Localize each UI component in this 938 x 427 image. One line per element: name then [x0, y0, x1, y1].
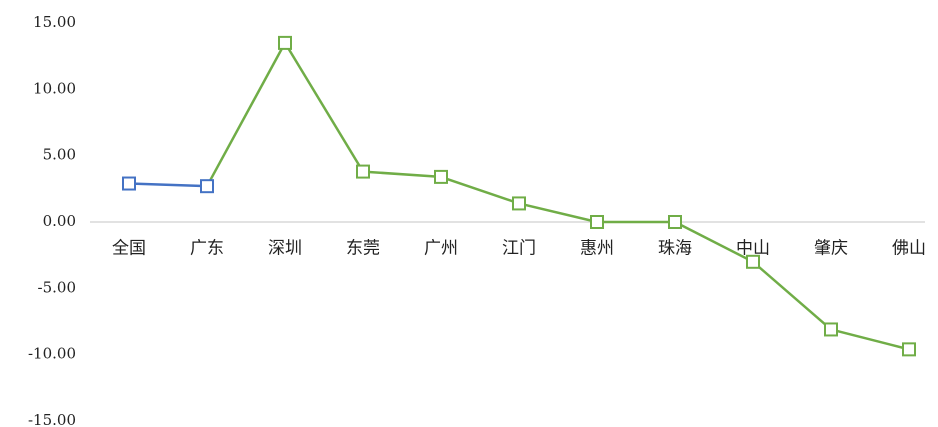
y-tick-label: -10.00 — [28, 345, 76, 363]
marker — [746, 254, 760, 269]
x-tick-label: 广东 — [190, 239, 224, 259]
x-tick-label: 佛山 — [892, 239, 926, 259]
line-segment — [518, 202, 598, 224]
line-segment — [440, 175, 520, 205]
line-segment — [128, 182, 208, 188]
marker — [902, 342, 916, 357]
x-tick-label: 江门 — [502, 239, 536, 259]
y-tick-label: 0.00 — [43, 212, 76, 230]
x-tick-label: 中山 — [736, 239, 770, 259]
marker — [590, 215, 604, 229]
marker — [512, 196, 526, 211]
line-segment — [205, 42, 287, 187]
marker — [278, 35, 292, 50]
x-tick-label: 东莞 — [346, 239, 380, 259]
y-tick-label: 5.00 — [43, 146, 76, 164]
x-tick-label: 全国 — [112, 239, 146, 259]
y-tick-label: -15.00 — [28, 411, 76, 427]
marker — [200, 179, 214, 194]
x-tick-label: 广州 — [424, 239, 458, 259]
y-tick-label: 10.00 — [33, 79, 76, 97]
y-tick-label: 15.00 — [33, 13, 76, 31]
line-segment — [674, 220, 754, 263]
marker — [356, 164, 370, 179]
line-segment — [283, 42, 365, 173]
x-tick-label: 惠州 — [580, 239, 614, 259]
marker — [122, 176, 136, 191]
x-tick-label: 深圳 — [268, 239, 302, 259]
line-segment — [830, 328, 910, 351]
line-segment — [752, 260, 832, 331]
x-tick-label: 肇庆 — [814, 239, 848, 259]
marker — [434, 169, 448, 184]
marker — [668, 215, 682, 229]
x-tick-label: 珠海 — [658, 239, 692, 259]
y-tick-label: -5.00 — [38, 278, 76, 296]
line-segment — [362, 170, 442, 179]
marker — [824, 322, 838, 337]
